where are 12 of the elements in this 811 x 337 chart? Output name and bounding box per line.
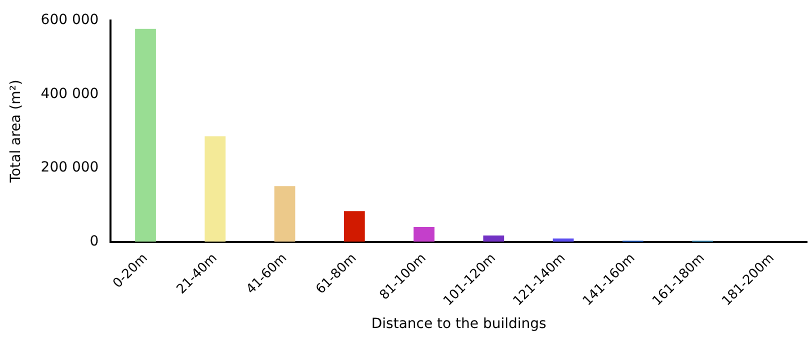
y-tick-label: 0	[90, 233, 99, 250]
bar	[483, 236, 504, 242]
bar	[274, 186, 296, 242]
y-tick-label: 200 000	[40, 160, 99, 176]
bar	[204, 136, 226, 242]
y-tick-label: 600 000	[40, 12, 99, 28]
bar	[414, 227, 434, 242]
y-tick-label: 400 000	[40, 86, 99, 102]
x-axis-title: Distance to the buildings	[371, 316, 546, 332]
y-axis-title: Total area (m²)	[8, 80, 24, 184]
bar	[135, 28, 156, 242]
bar	[344, 211, 365, 242]
